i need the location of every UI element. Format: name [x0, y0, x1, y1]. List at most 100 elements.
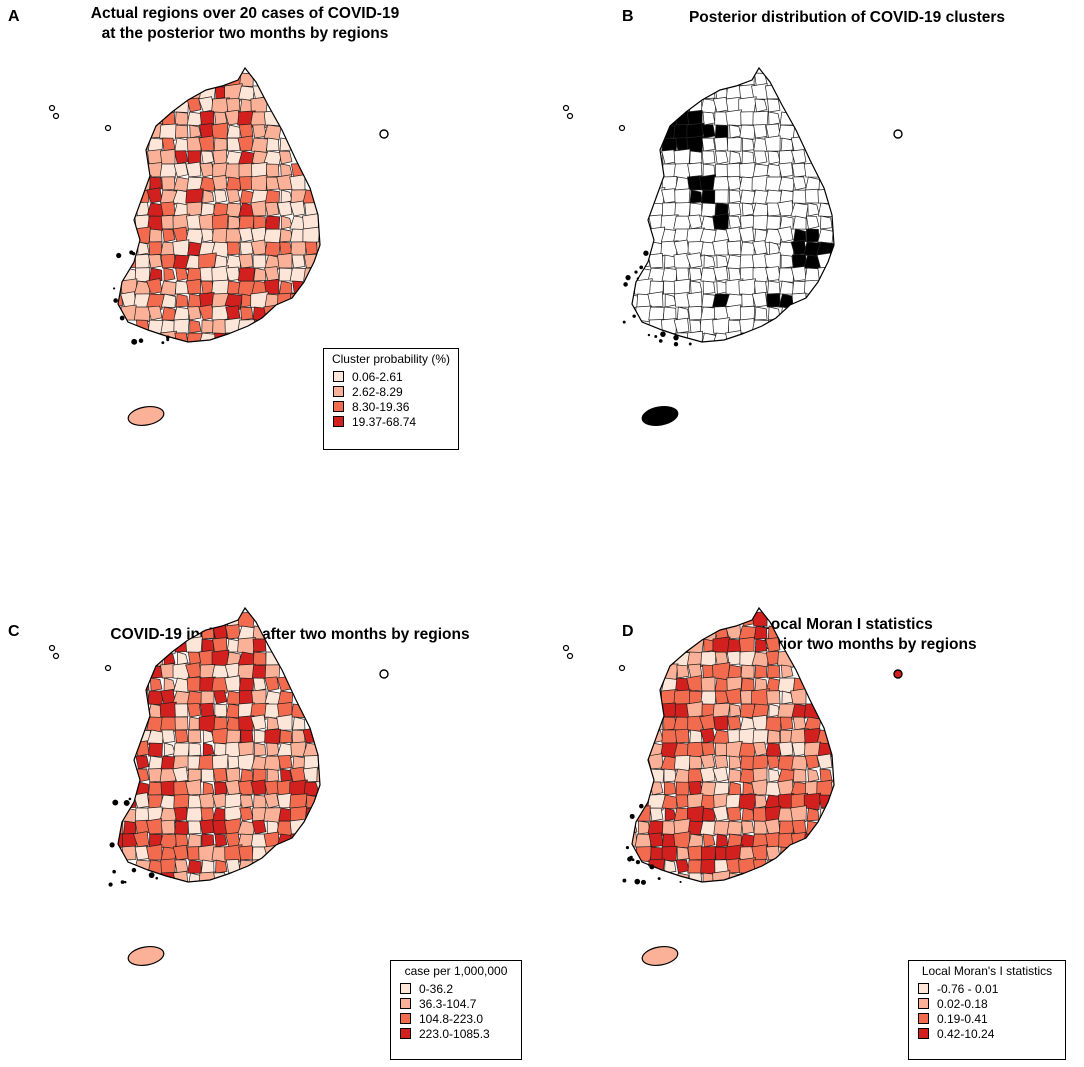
region-cell — [752, 110, 769, 127]
region-cell — [690, 280, 703, 295]
island — [128, 797, 132, 801]
legend-label: 104.8-223.0 — [419, 1011, 484, 1026]
region-cell — [778, 149, 794, 165]
region-cell — [793, 228, 807, 243]
region-cell — [276, 675, 293, 692]
region-cell — [134, 267, 151, 283]
panel-a: A Actual regions over 20 cases of COVID-… — [0, 0, 542, 533]
region-cell — [803, 792, 822, 811]
jeju-island — [127, 406, 165, 426]
region-cell — [276, 742, 295, 759]
region-cell — [250, 779, 267, 796]
region-cell — [226, 189, 241, 204]
panel-letter: C — [8, 623, 20, 640]
legend-item: 36.3-104.7 — [397, 996, 515, 1011]
region-cell — [647, 252, 664, 269]
region-cell — [212, 162, 229, 179]
region-cell — [805, 228, 820, 243]
region-cell — [251, 819, 267, 835]
region-cell — [688, 267, 703, 282]
region-cell — [226, 124, 241, 139]
panel-d: D Local Moran I statistics at posterior … — [542, 533, 1084, 1066]
region-cell — [160, 716, 177, 732]
region-cell — [252, 254, 267, 269]
island — [660, 331, 666, 337]
legend-label: 8.30-19.36 — [352, 399, 410, 414]
region-cell — [689, 150, 703, 165]
region-cell — [833, 241, 834, 256]
region-cell — [212, 754, 229, 771]
region-cell — [740, 677, 755, 692]
region-cell — [727, 137, 742, 152]
region-cell — [186, 332, 203, 342]
region-cell — [778, 267, 795, 283]
region-cell — [147, 690, 164, 706]
region-cell — [713, 266, 729, 282]
region-cell — [226, 241, 241, 256]
region-cell — [790, 202, 809, 219]
region-cell — [212, 637, 228, 653]
region-cell — [727, 716, 742, 731]
region-cell — [768, 111, 781, 126]
region-cell — [780, 306, 794, 321]
region-cell — [687, 820, 704, 836]
region-cell — [252, 124, 267, 139]
region-cell — [161, 176, 176, 191]
island — [161, 341, 165, 345]
region-cell — [174, 111, 189, 126]
region-cell — [264, 664, 281, 680]
region-cell — [728, 612, 742, 627]
region-cell — [146, 649, 164, 667]
region-cell — [767, 98, 781, 113]
region-cell — [172, 254, 191, 271]
region-cell — [289, 174, 306, 191]
region-cell — [661, 267, 678, 283]
region-cell — [266, 137, 280, 152]
island — [654, 335, 658, 338]
region-cell — [186, 111, 203, 127]
region-cell — [214, 833, 228, 848]
region-cell — [767, 729, 781, 744]
island — [622, 878, 627, 883]
region-cell — [803, 832, 822, 850]
region-cell — [676, 664, 690, 679]
region-cell — [186, 676, 202, 692]
island — [632, 314, 636, 318]
region-cell — [278, 755, 293, 770]
peninsula-outline — [117, 606, 321, 883]
region-cell — [741, 202, 755, 217]
region-cell — [252, 677, 267, 692]
island — [155, 876, 159, 880]
region-cell — [199, 819, 215, 835]
region-cell — [147, 319, 164, 335]
region-cell — [702, 111, 716, 126]
region-cell — [738, 226, 755, 243]
region-cell — [189, 319, 202, 334]
island — [649, 864, 655, 870]
island — [138, 338, 144, 343]
region-cell — [163, 267, 176, 282]
region-cell — [701, 150, 716, 165]
region-cell — [279, 241, 293, 256]
region-cell — [739, 318, 755, 334]
region-cell — [250, 200, 267, 217]
region-cell — [251, 664, 268, 680]
island — [109, 842, 115, 848]
island — [123, 880, 127, 884]
legend-item: 223.0-1085.3 — [397, 1026, 515, 1041]
panel-title: Posterior distribution of COVID-19 clust… — [688, 9, 1006, 26]
peninsula-outline — [631, 66, 835, 343]
region-cell — [649, 280, 664, 295]
region-cell — [318, 228, 320, 243]
region-cell — [700, 189, 717, 205]
region-cell — [160, 293, 176, 308]
legend-label: 0.42-10.24 — [937, 1026, 995, 1041]
region-cell — [174, 729, 189, 744]
region-cell — [764, 135, 781, 152]
region-cell — [687, 306, 703, 321]
region-cell — [792, 768, 807, 783]
choropleth-map — [48, 606, 389, 966]
region-cell — [686, 651, 705, 668]
region-cell — [133, 831, 150, 848]
region-cell — [700, 676, 716, 692]
